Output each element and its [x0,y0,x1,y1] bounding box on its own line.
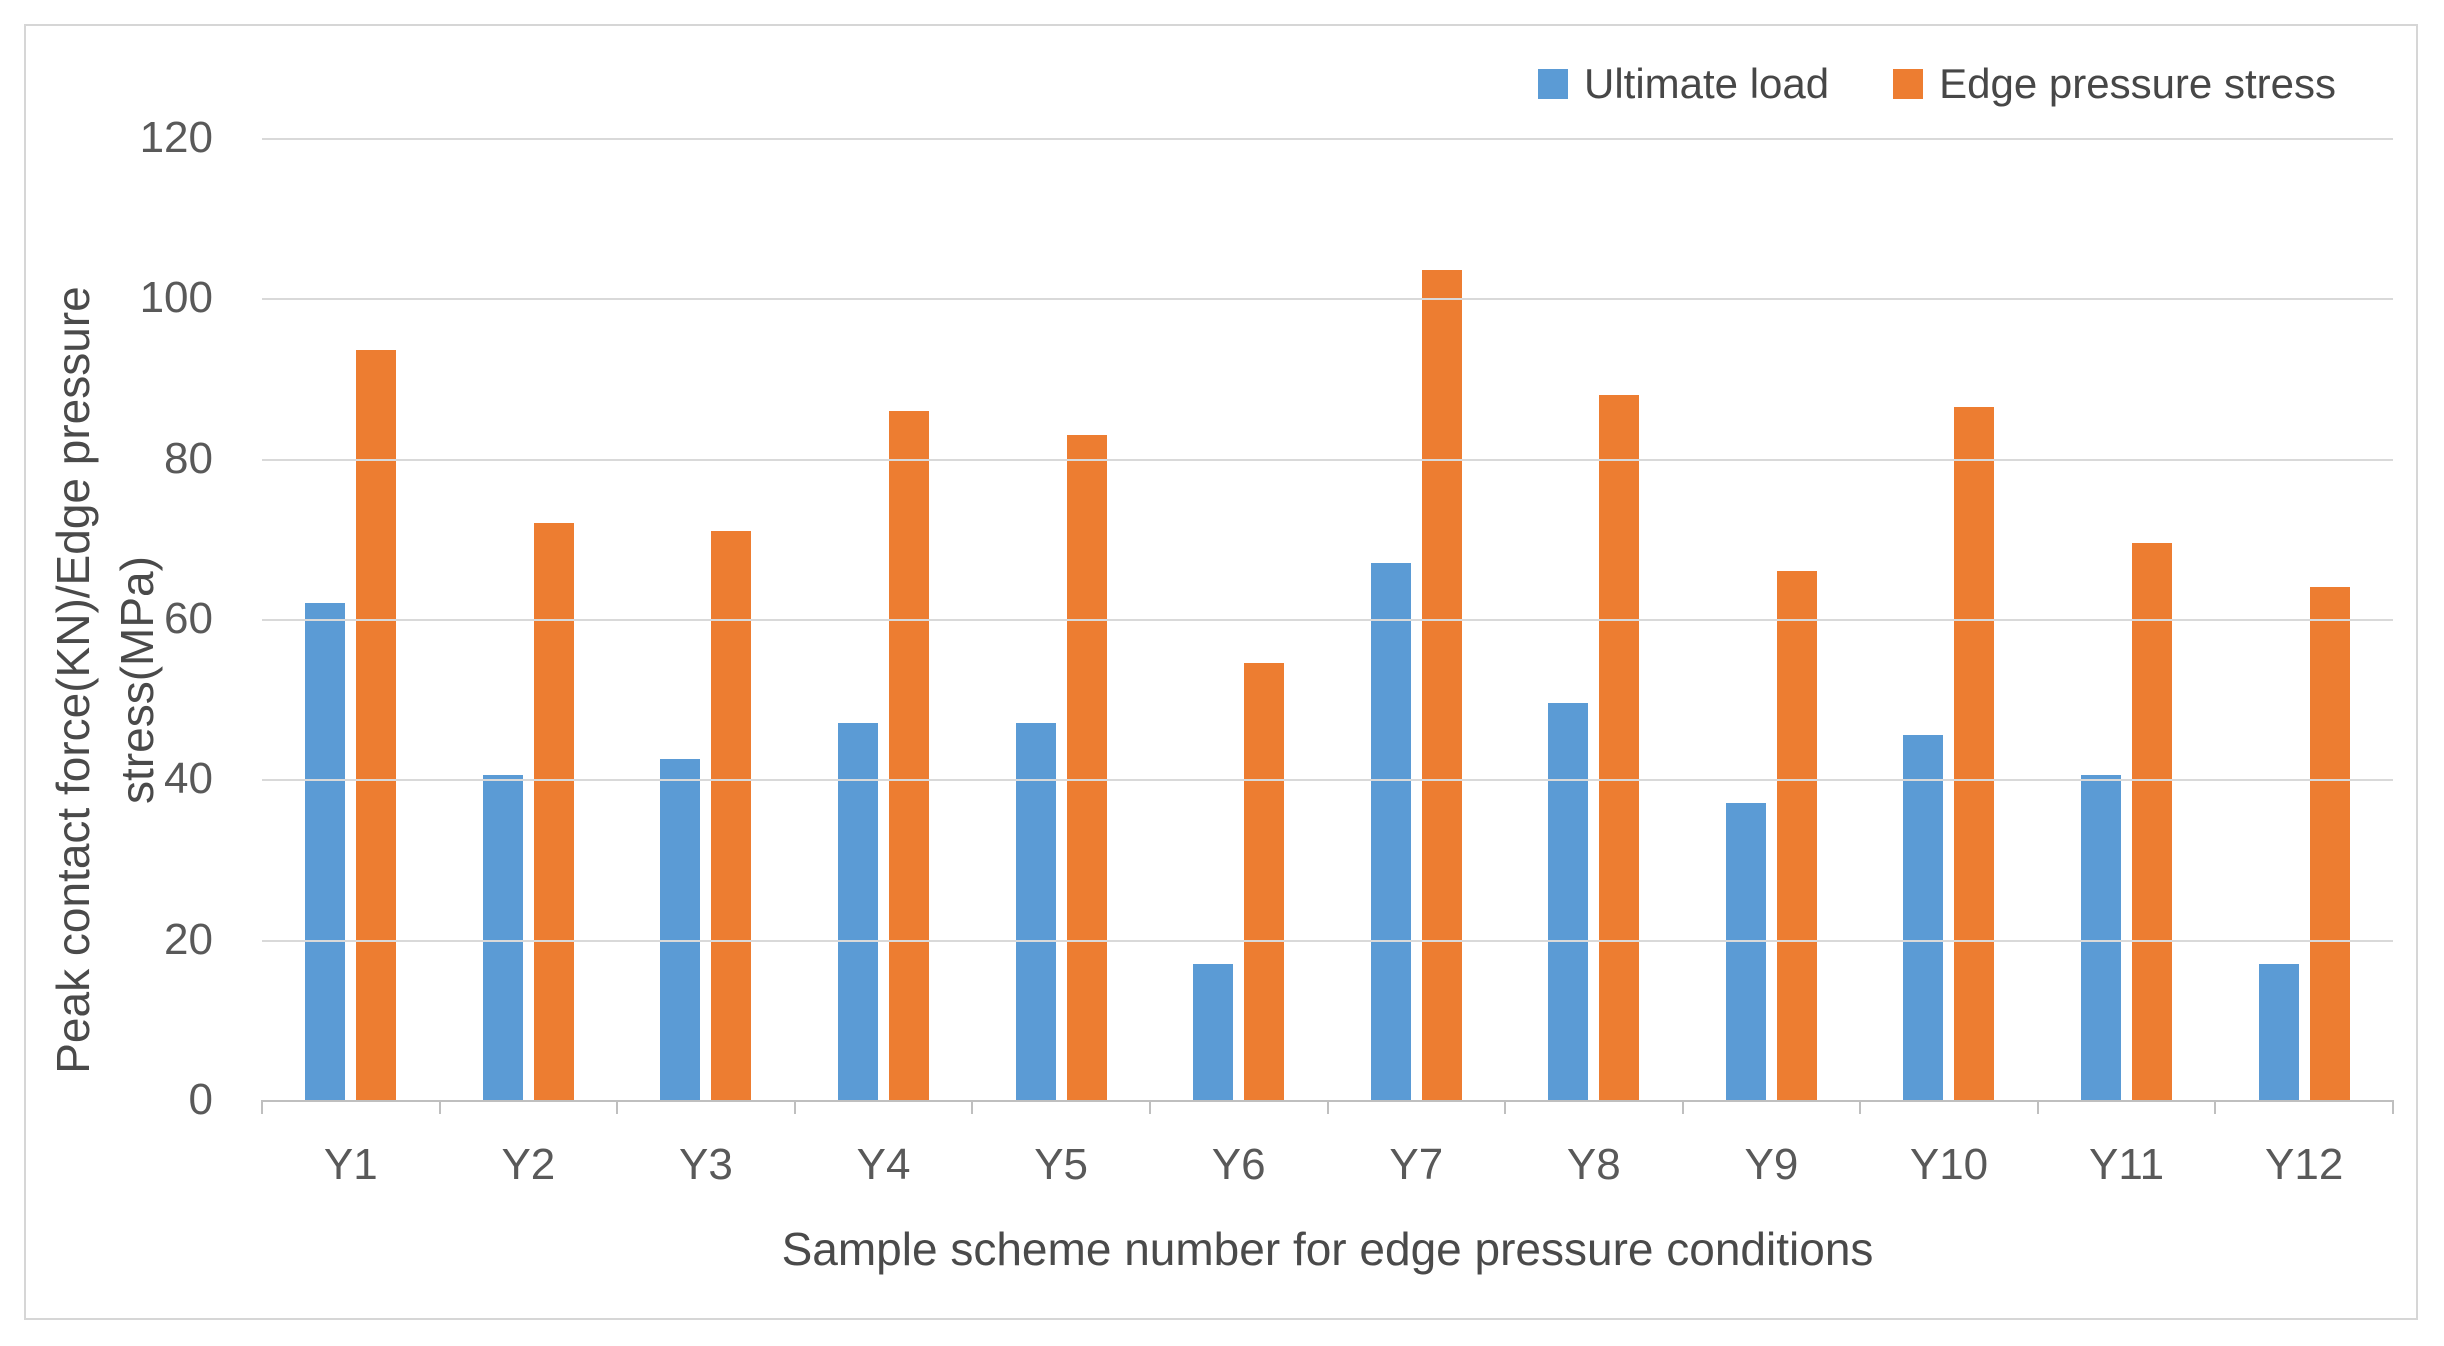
gridline-y-20 [262,939,2393,942]
bar-edge-pressure-stress-Y3 [711,530,752,1100]
category-group-Y3 [617,138,795,1100]
legend-swatch-orange-icon [1893,69,1924,99]
x-category-label-Y2: Y2 [501,1140,556,1189]
bar-ultimate-load-Y8 [1548,703,1589,1100]
legend-label-ultimate-load: Ultimate load [1584,60,1830,107]
legend: Ultimate load Edge pressure stress [1538,60,2336,108]
x-category-label-Y3: Y3 [679,1140,733,1189]
x-axis-tick-mark [438,1100,441,1114]
x-category-label-Y1: Y1 [323,1140,378,1189]
x-category-label-Y9: Y9 [1744,1140,1799,1189]
x-axis-tick-mark [1859,1100,1862,1114]
bar-edge-pressure-stress-Y9 [1776,570,1817,1100]
y-tick-label-20: 20 [164,914,213,964]
category-group-Y6 [1150,138,1328,1100]
gridline-y-100 [262,298,2393,301]
x-axis-tick-mark [793,1100,796,1114]
x-category-label-Y8: Y8 [1566,1140,1621,1189]
gridline-y-80 [262,458,2393,461]
gridline-y-120 [262,138,2393,140]
x-axis-tick-mark [616,1100,619,1114]
bar-edge-pressure-stress-Y7 [1421,270,1462,1100]
legend-swatch-blue-icon [1538,69,1568,99]
category-group-Y4 [795,138,973,1100]
x-axis-tick-mark [971,1100,974,1114]
bar-edge-pressure-stress-Y6 [1244,663,1285,1100]
x-category-label-Y6: Y6 [1211,1140,1266,1189]
bar-edge-pressure-stress-Y1 [356,350,397,1100]
legend-label-edge-pressure-stress: Edge pressure stress [1939,60,2336,107]
gridline-y-60 [262,619,2393,621]
bar-ultimate-load-Y11 [2081,775,2122,1100]
x-axis-tick-mark [2392,1100,2394,1114]
x-axis-tick-mark [1148,1100,1151,1114]
x-category-label-Y10: Y10 [1909,1140,1989,1189]
category-group-Y5 [972,138,1150,1100]
bar-ultimate-load-Y4 [838,723,879,1100]
x-axis-tick-mark [1326,1100,1329,1114]
category-group-Y7 [1327,138,1505,1100]
bar-edge-pressure-stress-Y8 [1599,394,1640,1100]
bar-ultimate-load-Y2 [482,775,523,1100]
category-group-Y11 [2038,138,2216,1100]
bar-edge-pressure-stress-Y11 [2132,542,2173,1100]
bar-ultimate-load-Y12 [2258,963,2299,1100]
x-category-label-Y12: Y12 [2265,1140,2344,1189]
y-tick-label-0: 0 [188,1075,213,1124]
legend-item-ultimate-load: Ultimate load [1538,60,1829,108]
x-axis-tick-mark [2214,1100,2217,1114]
y-tick-label-120: 120 [139,113,213,162]
bar-edge-pressure-stress-Y4 [889,410,930,1100]
legend-item-edge-pressure-stress: Edge pressure stress [1893,60,2336,108]
figure-border [24,24,2418,1320]
bar-ultimate-load-Y3 [660,759,701,1100]
plot-area [261,138,2394,1114]
x-axis-tick-mark [261,1100,263,1114]
category-group-Y1 [262,138,440,1100]
category-group-Y10 [1860,138,2038,1100]
bar-ultimate-load-Y9 [1725,803,1766,1100]
x-category-label-Y11: Y11 [2089,1140,2165,1189]
x-axis-tick-mark [1504,1100,1507,1114]
y-tick-label-40: 40 [164,754,213,804]
x-category-label-Y7: Y7 [1389,1140,1444,1189]
category-group-Y8 [1505,138,1683,1100]
bar-ultimate-load-Y6 [1193,963,1234,1100]
x-axis-title: Sample scheme number for edge pressure c… [781,1223,1874,1275]
x-category-label-Y5: Y5 [1034,1140,1089,1189]
gridline-y-40 [262,779,2393,782]
bar-edge-pressure-stress-Y2 [533,522,574,1100]
y-tick-label-80: 80 [164,433,213,483]
category-group-Y12 [2215,138,2393,1100]
x-axis-category-labels: Y1 Y2 Y3 Y4 Y5 Y6 Y7 Y8 Y9 Y10 Y11 Y12 [262,1140,2393,1190]
category-group-Y9 [1683,138,1861,1100]
bar-edge-pressure-stress-Y5 [1066,434,1107,1100]
y-axis-tick-labels: 0 20 40 60 80 100 120 [0,116,213,1122]
x-category-label-Y4: Y4 [856,1140,911,1189]
bar-ultimate-load-Y5 [1015,723,1056,1100]
bar-ultimate-load-Y7 [1370,562,1411,1100]
bar-ultimate-load-Y10 [1903,735,1944,1100]
x-axis-tick-mark [1681,1100,1684,1114]
bar-edge-pressure-stress-Y10 [1954,406,1995,1100]
y-tick-label-100: 100 [139,273,213,323]
bar-edge-pressure-stress-Y12 [2309,586,2350,1100]
y-tick-label-60: 60 [164,594,213,643]
bar-ultimate-load-Y1 [305,602,346,1100]
x-axis-tick-mark [2036,1100,2039,1114]
